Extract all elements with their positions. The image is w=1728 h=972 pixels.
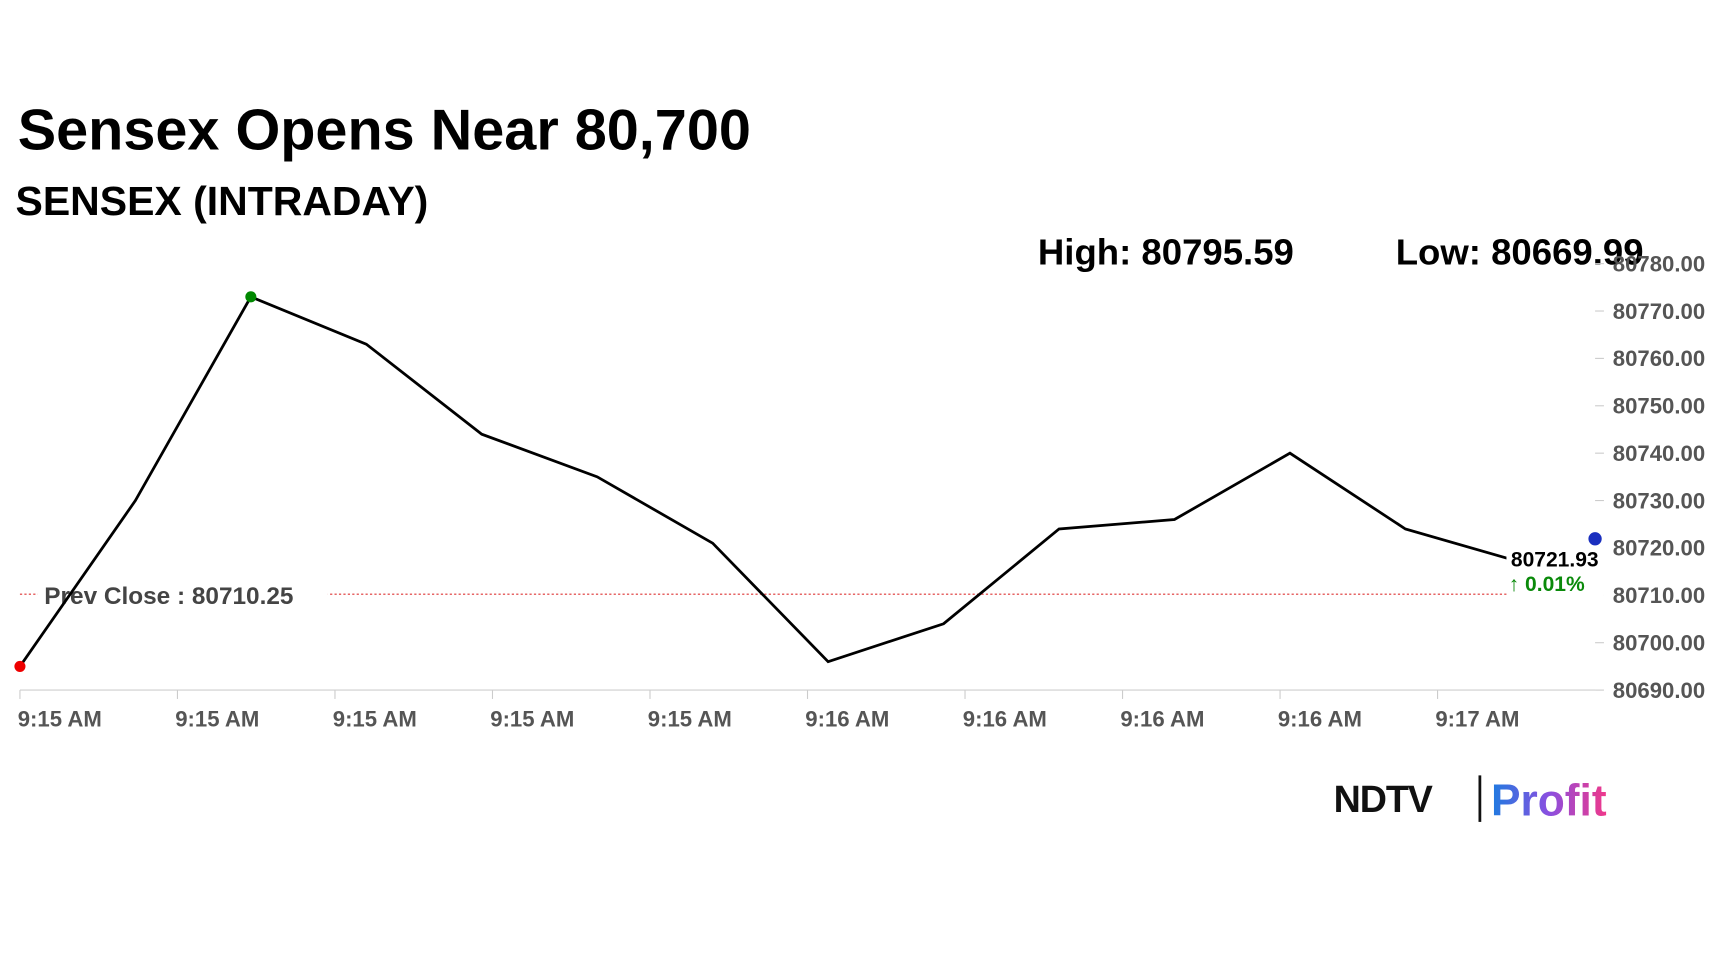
title: Sensex Opens Near 80,700 bbox=[18, 99, 751, 163]
y-tick-label: 80740.00 bbox=[1613, 441, 1705, 466]
x-tick-label: 9:16 AM bbox=[1120, 707, 1204, 732]
high-point bbox=[245, 291, 257, 303]
x-tick-label: 9:16 AM bbox=[805, 707, 889, 732]
y-tick-label: 80710.00 bbox=[1613, 583, 1705, 608]
low: Low: 80669.99 bbox=[1396, 232, 1644, 273]
x-tick-label: 9:15 AM bbox=[18, 707, 102, 732]
change: ↑ 0.01% bbox=[1509, 573, 1585, 596]
x-tick-label: 9:15 AM bbox=[490, 707, 574, 732]
x-tick-label: 9:17 AM bbox=[1435, 707, 1519, 732]
y-tick-label: 80730.00 bbox=[1613, 488, 1705, 513]
price-line bbox=[18, 295, 1522, 668]
x-tick-label: 9:15 AM bbox=[175, 707, 259, 732]
prev-close-label: Prev Close : 80710.25 bbox=[44, 583, 293, 610]
logo-profit: Profit bbox=[1491, 776, 1607, 825]
y-tick-label: 80780.00 bbox=[1613, 251, 1705, 276]
y-tick-label: 80770.00 bbox=[1613, 299, 1705, 324]
x-tick-label: 9:16 AM bbox=[963, 707, 1047, 732]
logo-ndtv: NDTV bbox=[1334, 778, 1433, 820]
y-tick-label: 80720.00 bbox=[1613, 536, 1705, 561]
x-tick-label: 9:16 AM bbox=[1278, 707, 1362, 732]
last-value: 80721.93 bbox=[1511, 548, 1599, 571]
subtitle: SENSEX (INTRADAY) bbox=[16, 178, 429, 224]
high: High: 80795.59 bbox=[1038, 232, 1294, 273]
y-tick-label: 80760.00 bbox=[1613, 346, 1705, 371]
x-tick-label: 9:15 AM bbox=[648, 707, 732, 732]
y-tick-label: 80700.00 bbox=[1613, 630, 1705, 655]
x-tick-label: 9:15 AM bbox=[333, 707, 417, 732]
y-tick-label: 80750.00 bbox=[1613, 394, 1705, 419]
prev-close-bg bbox=[37, 576, 328, 610]
y-tick-label: 80690.00 bbox=[1613, 678, 1705, 703]
open-point bbox=[14, 660, 26, 672]
last-bg bbox=[1506, 545, 1604, 597]
last-point bbox=[1588, 532, 1602, 546]
